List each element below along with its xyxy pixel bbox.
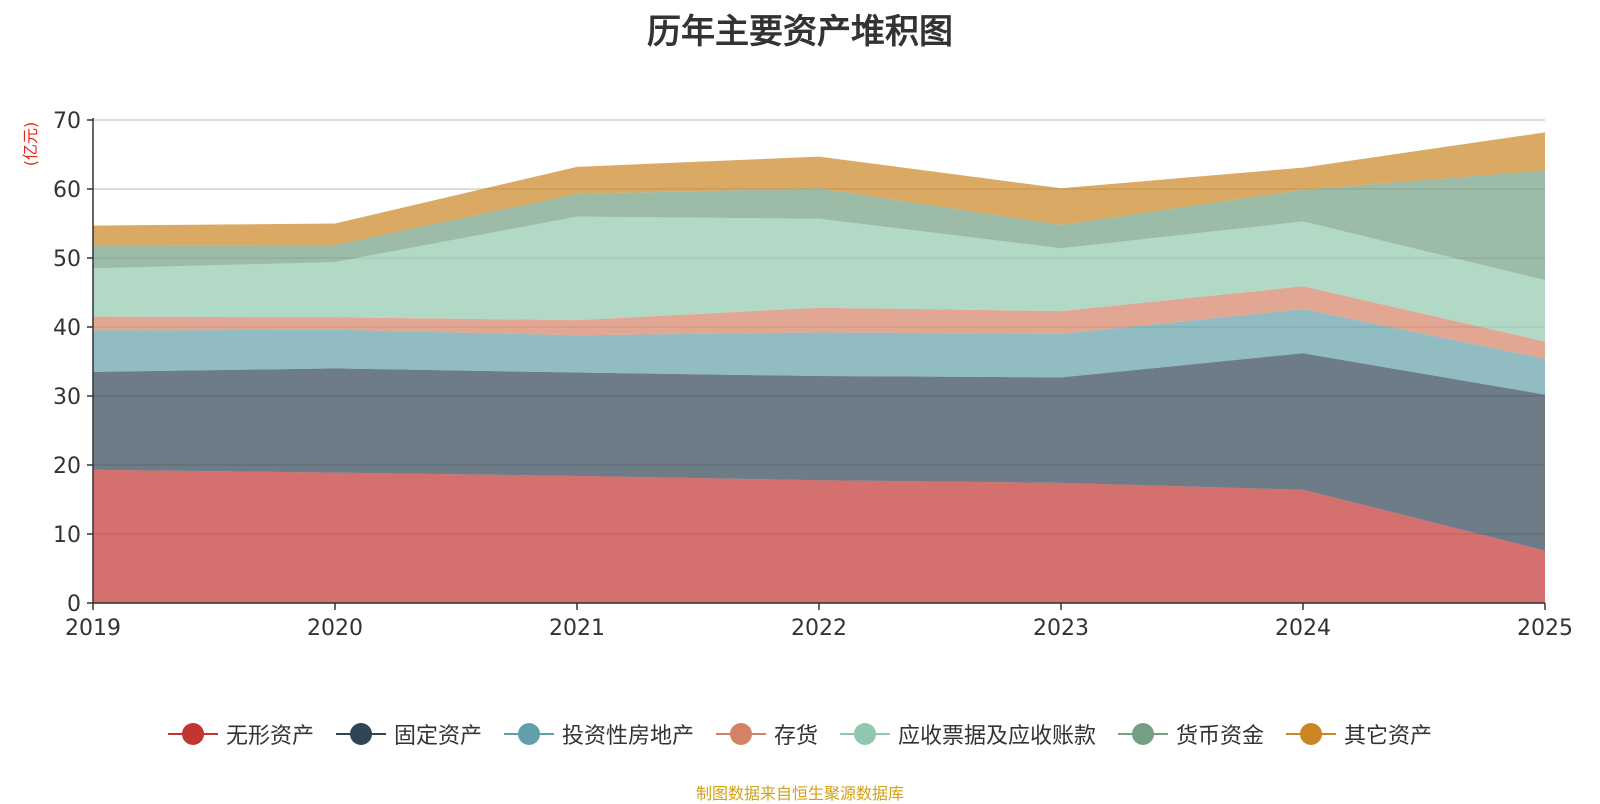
legend-label: 应收票据及应收账款 [898,724,1097,749]
area-series-6[interactable] [93,132,1545,246]
area-series-4[interactable] [93,216,1545,342]
legend-item-5[interactable]: 货币资金 [1118,718,1264,750]
y-axis-unit-label: (亿元) [21,122,40,167]
y-tick-label-0: 0 [67,592,81,617]
legend-marker-icon [715,721,766,747]
y-tick-label-6: 60 [53,178,81,203]
legend-label: 其它资产 [1344,724,1433,749]
legend-item-0[interactable]: 无形资产 [167,718,314,750]
legend-label: 存货 [773,724,818,749]
x-tick-label-1: 2020 [307,616,363,641]
legend-label: 投资性房地产 [561,724,694,749]
legend-item-3[interactable]: 存货 [715,718,818,750]
axes: 0 10 20 30 40 50 60 70 2019 2020 2021 2022 2023 2024 2… [53,109,1573,641]
legend-label: 固定资产 [393,724,482,749]
legend-marker-icon [1286,721,1337,747]
x-tick-label-3: 2022 [791,616,847,641]
chart-title: 历年主要资产堆积图 [647,12,953,52]
x-tick-label-4: 2023 [1033,616,1089,641]
source-note: 制图数据来自恒生聚源数据库 [695,784,904,803]
x-tick-label-6: 2025 [1517,616,1573,641]
legend-marker-icon [1118,721,1169,747]
legend-marker-icon [840,721,890,747]
area-series-5[interactable] [93,170,1545,281]
legend-marker-icon [503,721,554,747]
y-tick-label-5: 50 [53,247,81,272]
area-series-1[interactable] [93,353,1545,551]
stacked-areas [93,132,1545,603]
legend: 无形资产 固定资产 投资性房地产 存货 应收票据及应收账款 货币资金 其它资产 [0,718,1600,750]
y-tick-label-4: 40 [53,316,81,341]
legend-label: 无形资产 [225,724,314,749]
legend-item-1[interactable]: 固定资产 [335,718,482,750]
legend-item-6[interactable]: 其它资产 [1286,718,1432,750]
y-tick-label-3: 30 [53,385,81,410]
legend-marker-icon [167,721,218,747]
area-series-2[interactable] [93,309,1545,395]
y-tick-label-1: 10 [53,523,81,548]
legend-marker-icon [335,721,386,747]
legend-item-4[interactable]: 应收票据及应收账款 [840,718,1096,750]
x-tick-label-5: 2024 [1275,616,1331,641]
x-tick-label-2: 2021 [549,616,605,641]
legend-item-2[interactable]: 投资性房地产 [503,718,694,750]
legend-label: 货币资金 [1176,724,1265,749]
area-series-0[interactable] [93,469,1545,603]
area-series-3[interactable] [93,286,1545,359]
y-tick-label-2: 20 [53,454,81,479]
y-tick-label-7: 70 [53,109,81,134]
x-tick-label-0: 2019 [65,616,121,641]
